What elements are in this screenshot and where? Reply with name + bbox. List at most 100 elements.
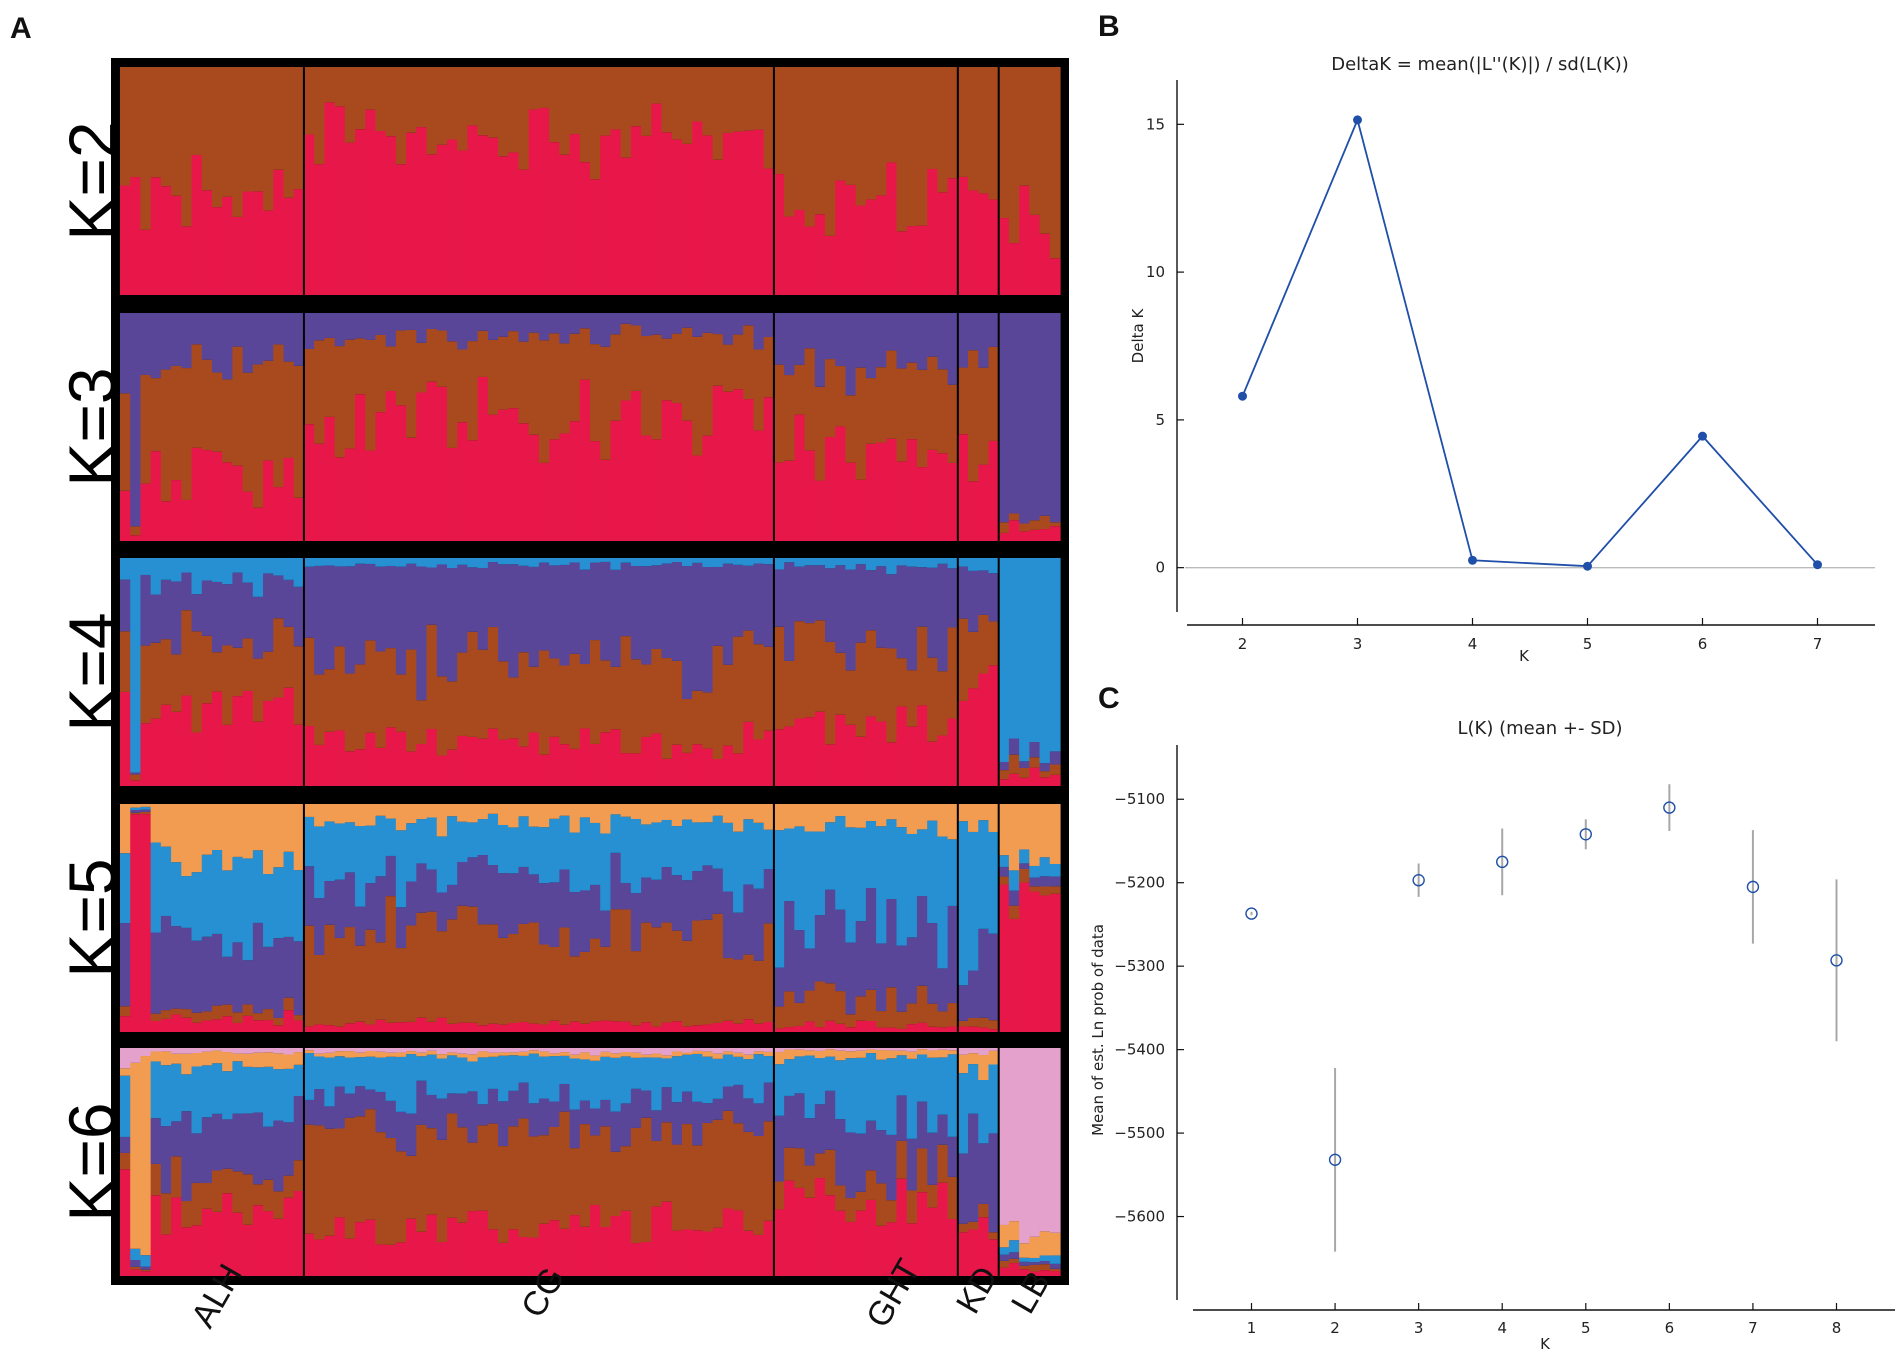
admixture-segment: [681, 566, 693, 700]
admixture-segment: [549, 804, 560, 819]
admixture-segment: [978, 1048, 990, 1055]
admixture-segment: [927, 820, 938, 924]
admixture-segment: [886, 1222, 898, 1276]
admixture-segment: [446, 67, 458, 140]
admixture-segment: [385, 1052, 397, 1057]
admixture-segment: [814, 981, 826, 1028]
admixture-segment: [1008, 313, 1020, 514]
admixture-segment: [896, 804, 908, 828]
admixture-segment: [252, 364, 264, 508]
admixture-segment: [927, 1026, 938, 1032]
admixture-segment: [171, 1063, 182, 1122]
admixture-segment: [579, 951, 591, 1024]
admixture-segment: [344, 558, 356, 567]
admixture-segment: [733, 131, 744, 295]
admixture-segment: [498, 804, 509, 825]
admixture-segment: [937, 1182, 949, 1276]
admixture-segment: [1019, 863, 1030, 869]
admixture-segment: [804, 565, 816, 624]
admixture-segment: [385, 558, 397, 566]
admixture-segment: [784, 1059, 795, 1096]
admixture-segment: [293, 1020, 305, 1032]
admixture-segment: [610, 1048, 622, 1054]
admixture-segment: [916, 369, 928, 468]
admixture-segment: [733, 1052, 744, 1057]
admixture-segment: [150, 1020, 162, 1032]
admixture-segment: [222, 313, 233, 380]
admixture-segment: [120, 490, 131, 541]
admixture-segment: [1029, 767, 1041, 786]
admixture-segment: [232, 1022, 244, 1032]
admixture-segment: [293, 365, 305, 498]
admixture-segment: [436, 1017, 448, 1032]
admixture-segment: [416, 67, 428, 128]
admixture-segment: [426, 1048, 438, 1051]
admixture-segment: [794, 364, 806, 415]
admixture-segment: [181, 1053, 193, 1075]
admixture-segment: [528, 313, 540, 333]
admixture-segment: [426, 1128, 438, 1215]
admixture-segment: [906, 1058, 918, 1139]
admixture-segment: [252, 1048, 264, 1053]
admixture-segment: [651, 927, 663, 1027]
admixture-segment: [937, 1057, 949, 1115]
admixture-segment: [549, 1126, 560, 1221]
admixture-segment: [712, 1119, 724, 1228]
admixture-segment: [753, 1023, 765, 1032]
admixture-segment: [876, 1225, 887, 1276]
admixture-segment: [344, 1057, 356, 1094]
admixture-segment: [733, 1056, 744, 1085]
admixture-segment: [344, 751, 356, 786]
admixture-segment: [794, 313, 806, 365]
admixture-segment: [763, 564, 775, 647]
admixture-segment: [978, 1217, 990, 1276]
admixture-segment: [651, 804, 663, 823]
admixture-segment: [712, 67, 724, 160]
admixture-segment: [334, 879, 346, 938]
admixture-segment: [498, 873, 509, 938]
admixture-segment: [886, 1050, 898, 1059]
admixture-segment: [395, 674, 407, 732]
admixture-segment: [825, 1056, 836, 1091]
lk-y-tick-label: −5200: [1114, 874, 1165, 892]
admixture-segment: [753, 1054, 765, 1104]
admixture-segment: [273, 1053, 285, 1070]
admixture-segment: [150, 804, 162, 843]
admixture-segment: [671, 1056, 683, 1103]
admixture-segment: [498, 558, 509, 565]
admixture-segment: [528, 826, 540, 875]
admixture-segment: [191, 1012, 203, 1023]
admixture-segment: [937, 313, 949, 370]
admixture-segment: [610, 1151, 622, 1217]
admixture-segment: [222, 379, 233, 463]
admixture-segment: [794, 930, 806, 1003]
admixture-segment: [324, 1106, 336, 1129]
admixture-segment: [661, 867, 673, 923]
admixture-segment: [130, 67, 142, 178]
admixture-segment: [998, 522, 1010, 533]
admixture-segment: [150, 1013, 162, 1021]
admixture-segment: [865, 1199, 877, 1276]
admixture-segment: [978, 1079, 990, 1144]
admixture-segment: [804, 348, 816, 451]
admixture-segment: [692, 690, 703, 745]
admixture-segment: [283, 1197, 295, 1276]
admixture-segment: [283, 457, 295, 541]
admixture-segment: [518, 67, 530, 170]
admixture-segment: [998, 67, 1010, 219]
admixture-segment: [293, 804, 305, 871]
admixture-segment: [916, 1101, 928, 1149]
admixture-segment: [344, 1093, 356, 1118]
admixture-segment: [773, 1028, 785, 1032]
k-label: K=6: [55, 1102, 129, 1221]
admixture-segment: [590, 558, 601, 563]
admixture-segment: [876, 1130, 887, 1184]
admixture-segment: [773, 1064, 785, 1116]
admixture-segment: [508, 558, 520, 565]
admixture-segment: [784, 1180, 795, 1276]
admixture-segment: [1039, 1048, 1051, 1232]
admixture-segment: [150, 932, 162, 1014]
admixture-segment: [467, 125, 479, 296]
admixture-segment: [181, 1074, 193, 1112]
admixture-segment: [968, 1113, 979, 1222]
